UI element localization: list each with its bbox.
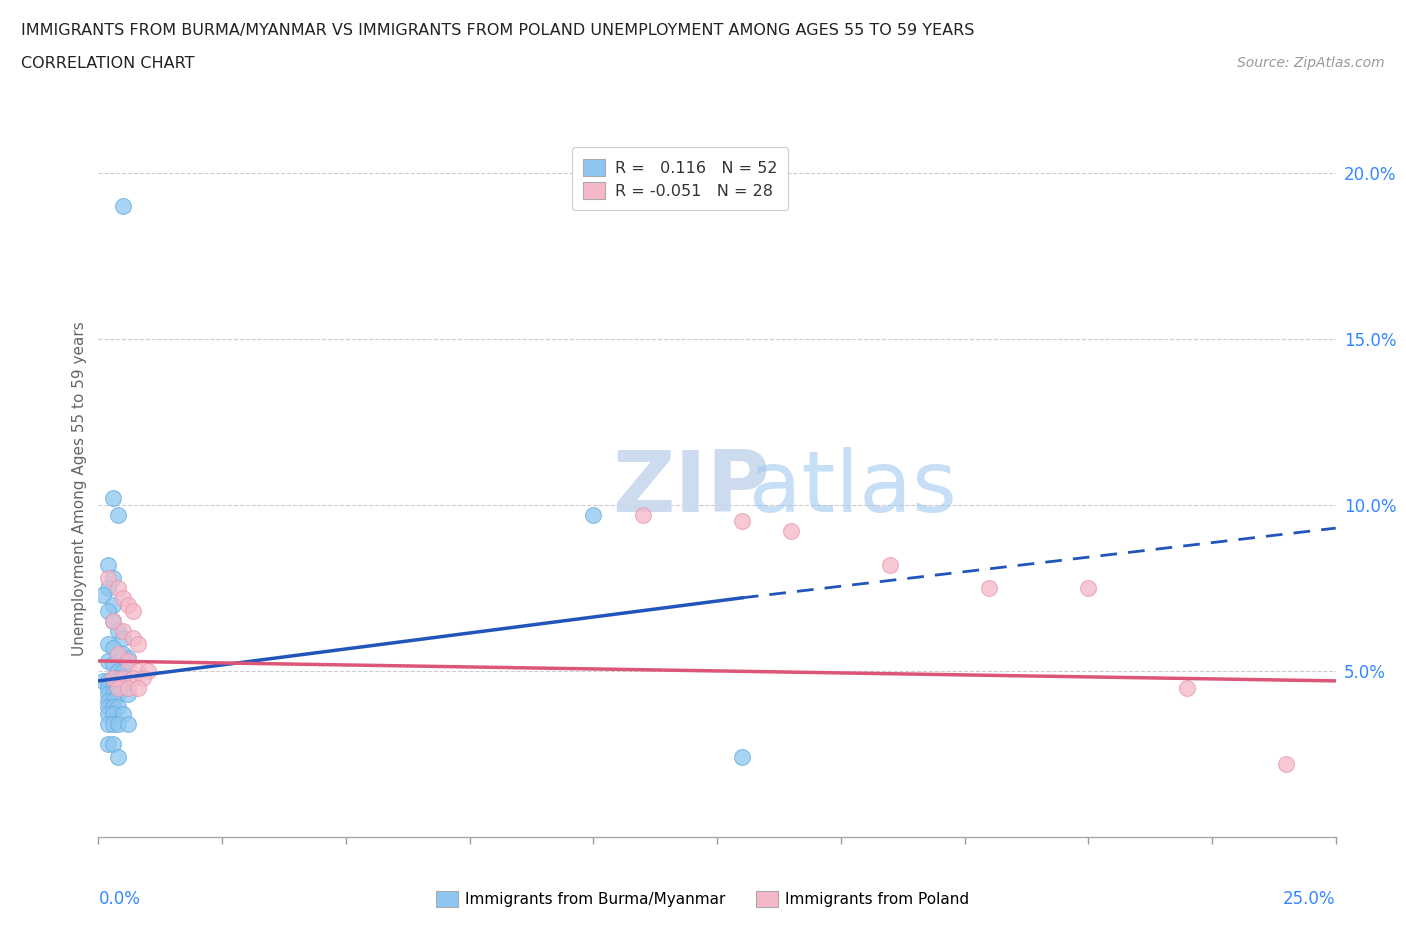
Point xyxy=(97,694,120,709)
Point xyxy=(103,694,125,709)
Point xyxy=(103,597,125,612)
Point xyxy=(117,597,139,612)
Point xyxy=(103,614,125,629)
Point xyxy=(107,686,129,701)
Point xyxy=(97,680,120,695)
Point xyxy=(103,570,125,585)
Point xyxy=(97,737,120,751)
Point xyxy=(107,673,129,688)
Point xyxy=(1175,680,1198,695)
Point xyxy=(97,673,120,688)
Point xyxy=(112,680,135,695)
Text: 0.0%: 0.0% xyxy=(98,890,141,908)
Point xyxy=(1077,580,1099,595)
Point xyxy=(112,663,135,678)
Point xyxy=(112,631,135,645)
Point xyxy=(112,198,135,213)
Point xyxy=(93,587,115,602)
Point xyxy=(103,657,125,671)
Point xyxy=(107,624,129,639)
Legend: Immigrants from Burma/Myanmar, Immigrants from Poland: Immigrants from Burma/Myanmar, Immigrant… xyxy=(430,884,976,913)
Point xyxy=(1275,756,1298,771)
Point xyxy=(112,591,135,605)
Point xyxy=(103,671,125,685)
Point xyxy=(879,557,901,572)
Point xyxy=(107,680,129,695)
Point xyxy=(103,707,125,722)
Point xyxy=(122,671,145,685)
Point xyxy=(631,508,654,523)
Point xyxy=(122,631,145,645)
Point xyxy=(127,637,149,652)
Point xyxy=(107,750,129,764)
Point xyxy=(582,508,605,523)
Point xyxy=(103,491,125,506)
Point xyxy=(107,680,129,695)
Point xyxy=(107,508,129,523)
Point xyxy=(117,686,139,701)
Point xyxy=(107,663,129,678)
Point xyxy=(731,750,754,764)
Point xyxy=(107,671,129,685)
Point xyxy=(979,580,1001,595)
Point xyxy=(117,654,139,669)
Point xyxy=(122,604,145,618)
Point xyxy=(117,680,139,695)
Point xyxy=(97,654,120,669)
Point xyxy=(117,650,139,665)
Point xyxy=(103,614,125,629)
Text: Source: ZipAtlas.com: Source: ZipAtlas.com xyxy=(1237,56,1385,70)
Point xyxy=(731,514,754,529)
Point xyxy=(112,671,135,685)
Y-axis label: Unemployment Among Ages 55 to 59 years: Unemployment Among Ages 55 to 59 years xyxy=(72,321,87,656)
Point xyxy=(780,524,803,538)
Point xyxy=(103,717,125,732)
Point xyxy=(127,663,149,678)
Point xyxy=(103,671,125,685)
Point xyxy=(103,680,125,695)
Point xyxy=(93,673,115,688)
Legend: R =   0.116   N = 52, R = -0.051   N = 28: R = 0.116 N = 52, R = -0.051 N = 28 xyxy=(571,148,789,210)
Point xyxy=(112,707,135,722)
Point xyxy=(107,717,129,732)
Point xyxy=(107,700,129,715)
Text: atlas: atlas xyxy=(612,446,956,530)
Point xyxy=(112,671,135,685)
Point xyxy=(97,717,120,732)
Point xyxy=(103,673,125,688)
Point xyxy=(103,700,125,715)
Point xyxy=(103,737,125,751)
Point xyxy=(97,557,120,572)
Point xyxy=(97,700,120,715)
Point xyxy=(117,717,139,732)
Point xyxy=(97,580,120,595)
Point xyxy=(136,663,159,678)
Point xyxy=(132,671,155,685)
Point xyxy=(103,640,125,655)
Point xyxy=(97,637,120,652)
Point xyxy=(97,686,120,701)
Text: CORRELATION CHART: CORRELATION CHART xyxy=(21,56,194,71)
Point xyxy=(112,624,135,639)
Point xyxy=(107,580,129,595)
Point xyxy=(97,570,120,585)
Point xyxy=(97,604,120,618)
Text: 25.0%: 25.0% xyxy=(1284,890,1336,908)
Point xyxy=(103,686,125,701)
Point xyxy=(97,707,120,722)
Point xyxy=(127,680,149,695)
Point xyxy=(112,647,135,662)
Text: IMMIGRANTS FROM BURMA/MYANMAR VS IMMIGRANTS FROM POLAND UNEMPLOYMENT AMONG AGES : IMMIGRANTS FROM BURMA/MYANMAR VS IMMIGRA… xyxy=(21,23,974,38)
Point xyxy=(107,647,129,662)
Text: ZIP: ZIP xyxy=(612,446,769,530)
